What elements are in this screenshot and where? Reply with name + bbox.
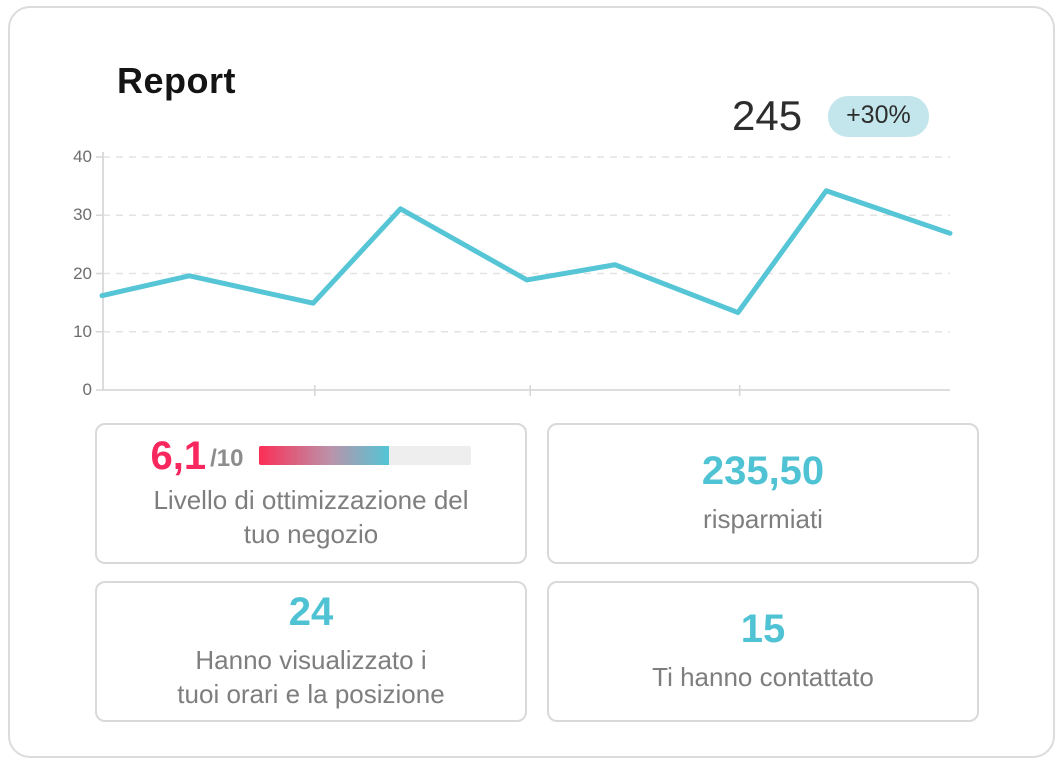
views-value: 24 — [288, 589, 334, 634]
card-label: Hanno visualizzato i tuoi orari e la pos… — [177, 644, 444, 712]
y-axis-tick-label: 0 — [82, 380, 92, 399]
report-line-chart: 0 10 20 30 40 — [73, 147, 962, 404]
y-axis-tick-label: 30 — [73, 205, 92, 225]
stat-cards: 6,1 /10 Livello di ottimizzazione del tu… — [95, 423, 979, 722]
card-optimization-level: 6,1 /10 Livello di ottimizzazione del tu… — [95, 423, 527, 564]
score-row: 6,1 /10 — [151, 436, 472, 476]
y-axis-tick-label: 10 — [73, 321, 92, 341]
y-axis-tick-label: 40 — [73, 147, 92, 166]
report-panel: Report 245 +30% 0 10 20 30 40 6,1 /10 Livell… — [8, 6, 1055, 758]
y-axis-tick-label: 20 — [73, 263, 92, 283]
score-value: 6,1 — [150, 433, 207, 478]
savings-value: 235,50 — [701, 448, 825, 493]
card-label-line1: Livello di ottimizzazione del — [153, 484, 469, 515]
card-label: risparmiati — [703, 503, 823, 534]
growth-badge: +30% — [828, 95, 929, 137]
total-count: 245 — [732, 92, 803, 139]
total-stat-row: 245 +30% — [732, 92, 929, 140]
card-label: Ti hanno contattato — [652, 661, 874, 692]
card-label: Livello di ottimizzazione del tuo negozi… — [153, 484, 468, 552]
optimization-progress-fill — [259, 446, 389, 466]
card-label-line1: Hanno visualizzato i — [195, 644, 427, 675]
line-chart-svg — [96, 152, 953, 396]
card-views: 24 Hanno visualizzato i tuoi orari e la … — [95, 581, 527, 722]
optimization-progress-bar — [259, 446, 472, 466]
contacts-value: 15 — [740, 606, 786, 651]
card-contacts: 15 Ti hanno contattato — [547, 581, 979, 722]
card-label-line2: tuo negozio — [243, 518, 379, 549]
score-max: /10 — [210, 444, 244, 472]
card-label-line2: tuoi orari e la posizione — [177, 678, 445, 709]
page-title: Report — [117, 60, 236, 101]
card-savings: 235,50 risparmiati — [547, 423, 979, 564]
